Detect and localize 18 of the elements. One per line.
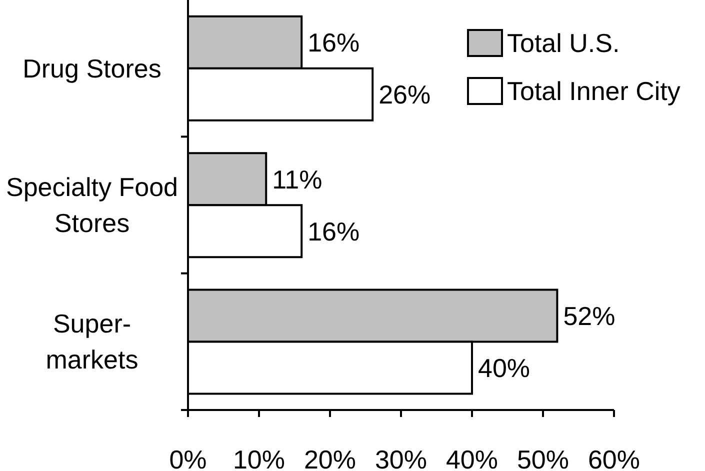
data-label: 11% xyxy=(272,164,322,194)
legend-label: Total U.S. xyxy=(507,28,620,58)
x-tick-label: 50% xyxy=(516,444,570,471)
data-label: 26% xyxy=(378,80,431,110)
data-label: 40% xyxy=(478,352,530,383)
x-tick-label: 60% xyxy=(588,444,640,471)
x-tick-label: 30% xyxy=(374,444,428,471)
x-tick-label: 40% xyxy=(446,444,498,471)
x-tick-label: 10% xyxy=(232,444,286,471)
data-label: 16% xyxy=(308,216,360,246)
data-label: 52% xyxy=(563,300,616,331)
y-tick-label: Super- markets xyxy=(46,308,138,375)
legend-label: Total Inner City xyxy=(507,76,680,106)
y-tick-label: Drug Stores xyxy=(22,53,162,84)
x-tick-label: 20% xyxy=(304,444,356,471)
y-tick-label: Specialty Food Stores xyxy=(6,172,178,238)
data-label: 16% xyxy=(308,28,360,58)
x-tick-label: 0% xyxy=(169,444,207,471)
